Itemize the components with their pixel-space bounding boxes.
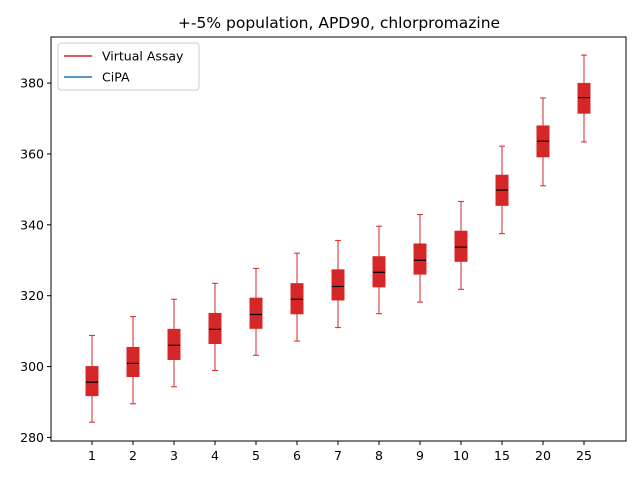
x-tick-label: 3 <box>170 448 178 463</box>
box-4 <box>208 282 222 371</box>
x-tick-label: 7 <box>334 448 342 463</box>
x-tick-label: 9 <box>416 448 424 463</box>
box-9 <box>413 214 427 303</box>
legend-label: CiPA <box>102 70 130 85</box>
y-tick-label: 380 <box>20 76 44 91</box>
box-2 <box>126 316 140 405</box>
box-1 <box>85 334 99 423</box>
x-tick-label: 1 <box>88 448 96 463</box>
x-tick-label: 8 <box>375 448 383 463</box>
plot-frame <box>50 36 627 442</box>
box-15 <box>495 145 509 235</box>
y-tick-label: 300 <box>20 359 44 374</box>
box-body <box>126 346 140 378</box>
y-tick-label: 360 <box>20 146 44 161</box>
x-tick-label: 20 <box>535 448 551 463</box>
x-tick-label: 4 <box>211 448 219 463</box>
box-5 <box>249 267 263 356</box>
plot-area <box>85 54 591 423</box>
x-tick-label: 2 <box>129 448 137 463</box>
legend-box <box>57 42 200 91</box>
y-tick-label: 320 <box>20 288 44 303</box>
box-20 <box>536 97 550 187</box>
box-body <box>249 297 263 329</box>
x-tick-label: 25 <box>576 448 592 463</box>
box-body <box>454 230 468 262</box>
x-tick-label: 10 <box>453 448 469 463</box>
box-8 <box>372 225 386 315</box>
chart-title: +-5% population, APD90, chlorpromazine <box>178 14 500 32</box>
box-body <box>85 366 99 397</box>
legend: Virtual Assay CiPA <box>57 42 200 91</box>
box-6 <box>290 252 304 342</box>
box-7 <box>331 239 345 329</box>
box-body <box>577 82 591 114</box>
box-body <box>331 269 345 301</box>
x-tick-label: 5 <box>252 448 260 463</box>
axes: 280 300 320 340 360 380 1 2 3 4 5 6 7 8 9 10 15 20 25 <box>20 36 627 463</box>
box-body <box>413 243 427 275</box>
x-tick-label: 6 <box>293 448 301 463</box>
box-body <box>167 328 181 360</box>
box-body <box>208 312 222 345</box>
box-10 <box>454 200 468 290</box>
x-tick-label: 15 <box>494 448 510 463</box>
y-tick-label: 340 <box>20 217 44 232</box>
box-3 <box>167 298 181 388</box>
legend-label: Virtual Assay <box>102 49 184 64</box>
y-tick-label: 280 <box>20 430 44 445</box>
box-25 <box>577 54 591 143</box>
